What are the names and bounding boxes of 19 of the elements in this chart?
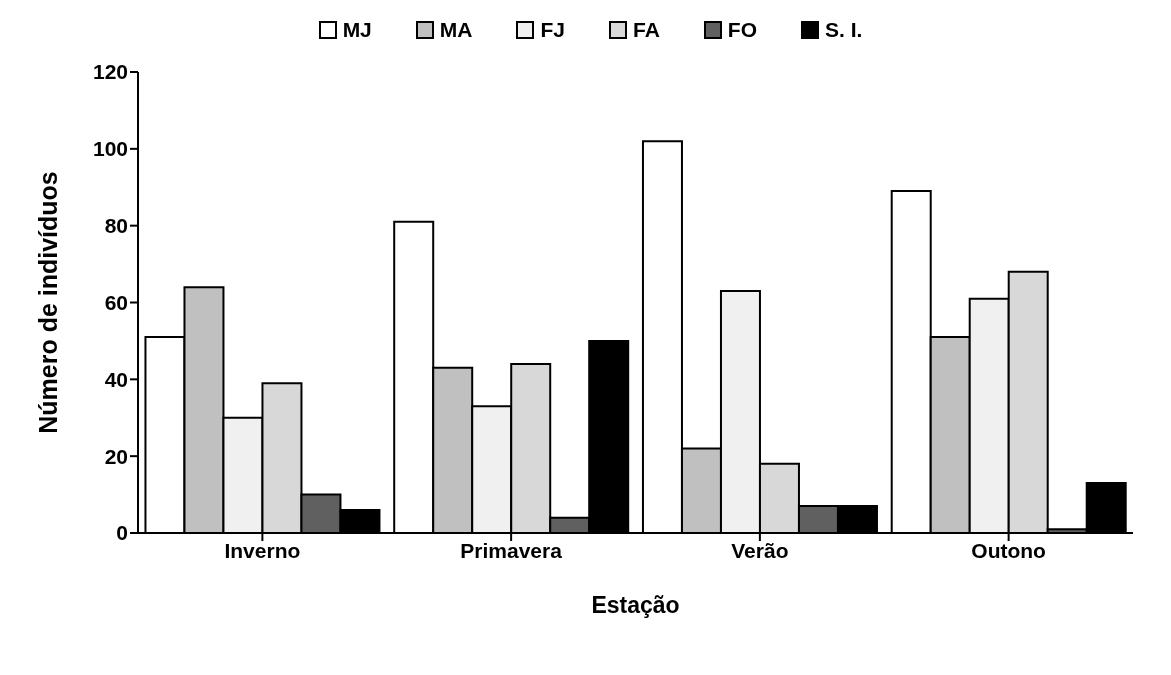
y-tick-label: 40 <box>104 367 128 391</box>
y-axis-title: Número de indivíduos <box>33 171 62 434</box>
legend-label: FJ <box>540 18 565 42</box>
y-tick-label: 0 <box>116 521 128 545</box>
legend-label: MA <box>439 18 473 42</box>
legend-label: S. I. <box>825 18 863 42</box>
y-tick-label: 100 <box>92 137 128 161</box>
legend-label: FO <box>727 18 758 42</box>
x-axis-title: Estação <box>591 592 680 618</box>
legend-label: FA <box>633 18 660 42</box>
y-tick-label: 60 <box>104 290 128 314</box>
x-tick-label: Primavera <box>460 538 563 562</box>
y-tick-label: 20 <box>104 444 128 468</box>
x-tick-label: Inverno <box>224 538 301 562</box>
y-tick-label: 80 <box>104 214 128 238</box>
x-tick-label: Verão <box>731 538 789 562</box>
x-tick-label: Outono <box>971 538 1046 562</box>
y-tick-label: 120 <box>92 60 128 84</box>
legend-label: MJ <box>342 18 372 42</box>
